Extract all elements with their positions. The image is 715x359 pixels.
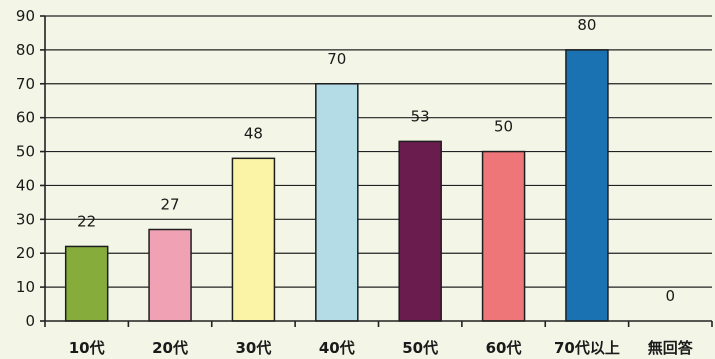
data-labels: 22 27 48 70 53 50 80 0	[77, 16, 675, 305]
bar	[315, 83, 359, 322]
y-tick-label: 40	[16, 176, 35, 194]
y-tick-label: 70	[16, 75, 35, 93]
bar	[148, 228, 192, 322]
y-tick-label: 0	[25, 312, 35, 330]
bar	[565, 49, 609, 322]
bar	[481, 150, 526, 322]
category-label: 70代以上	[554, 339, 620, 357]
category-label: 30代	[236, 339, 272, 357]
y-axis-tick-labels: 0 10 20 30 40 50 60 70 80 90	[16, 7, 35, 330]
bar	[231, 157, 276, 322]
bar	[398, 140, 442, 322]
data-label: 50	[494, 118, 513, 136]
axes	[40, 15, 713, 327]
y-tick-label: 60	[16, 109, 35, 127]
data-label: 48	[244, 124, 263, 142]
y-tick-label: 20	[16, 244, 35, 262]
data-label: 0	[666, 287, 676, 305]
category-label: 50代	[402, 339, 438, 357]
y-tick-label: 50	[16, 143, 35, 161]
data-label: 27	[161, 196, 180, 214]
category-label: 10代	[69, 339, 105, 357]
category-label: 60代	[486, 339, 522, 357]
y-tick-label: 30	[16, 210, 35, 228]
bar	[64, 245, 109, 322]
data-label: 80	[577, 16, 596, 34]
y-tick-label: 90	[16, 7, 35, 25]
y-tick-label: 80	[16, 41, 35, 59]
category-label: 40代	[319, 339, 355, 357]
data-label: 53	[411, 107, 430, 125]
data-label: 22	[77, 212, 96, 230]
x-axis-category-labels: 10代 20代 30代 40代 50代 60代 70代以上 無回答	[69, 339, 694, 357]
y-tick-label: 10	[16, 278, 35, 296]
category-label: 無回答	[648, 339, 694, 357]
category-label: 20代	[152, 339, 188, 357]
bars	[64, 49, 609, 322]
grid-layer	[45, 15, 712, 288]
data-label: 70	[327, 50, 346, 68]
